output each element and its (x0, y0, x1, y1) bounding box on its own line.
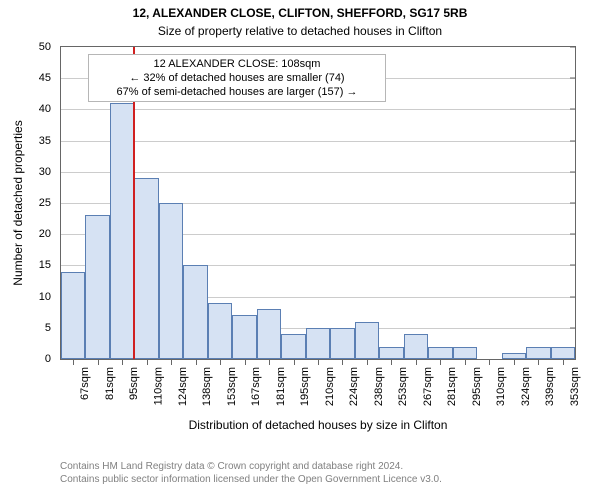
ytick-label: 40 (39, 103, 61, 115)
xtick-mark (514, 359, 515, 365)
chart-container: 12, ALEXANDER CLOSE, CLIFTON, SHEFFORD, … (0, 0, 600, 500)
histogram-bar (183, 265, 207, 359)
histogram-bar (281, 334, 305, 359)
xtick-mark (98, 359, 99, 365)
xtick-mark (245, 359, 246, 365)
gridline (61, 109, 575, 110)
xtick-mark (294, 359, 295, 365)
xtick-mark (391, 359, 392, 365)
ytick-label: 45 (39, 72, 61, 84)
xtick-label: 124sqm (177, 367, 189, 406)
xtick-mark (416, 359, 417, 365)
xtick-mark (489, 359, 490, 365)
xtick-label: 138sqm (202, 367, 214, 406)
xtick-mark (342, 359, 343, 365)
xtick-mark (171, 359, 172, 365)
xtick-mark (538, 359, 539, 365)
gridline (61, 141, 575, 142)
footer-line-1: Contains HM Land Registry data © Crown c… (60, 460, 442, 473)
xtick-label: 353sqm (569, 367, 581, 406)
xtick-label: 153sqm (226, 367, 238, 406)
xtick-label: 195sqm (300, 367, 312, 406)
histogram-bar (134, 178, 158, 359)
xtick-label: 253sqm (397, 367, 409, 406)
xtick-label: 238sqm (373, 367, 385, 406)
histogram-bar (208, 303, 232, 359)
xtick-mark (147, 359, 148, 365)
histogram-bar (110, 103, 134, 359)
xtick-mark (220, 359, 221, 365)
annotation-line-3: 67% of semi-detached houses are larger (… (95, 86, 379, 100)
xtick-label: 310sqm (495, 367, 507, 406)
histogram-bar (159, 203, 183, 359)
ytick-mark (570, 78, 576, 79)
xtick-label: 224sqm (348, 367, 360, 406)
xtick-mark (440, 359, 441, 365)
ytick-mark (570, 327, 576, 328)
xtick-mark (367, 359, 368, 365)
histogram-bar (306, 328, 330, 359)
ytick-mark (570, 171, 576, 172)
annotation-box: 12 ALEXANDER CLOSE: 108sqm ← 32% of deta… (88, 54, 386, 102)
ytick-label: 50 (39, 41, 61, 53)
xtick-label: 181sqm (275, 367, 287, 406)
x-axis-label: Distribution of detached houses by size … (189, 418, 448, 432)
histogram-bar (551, 347, 575, 359)
histogram-bar (232, 315, 256, 359)
ytick-label: 35 (39, 135, 61, 147)
chart-title-line2: Size of property relative to detached ho… (0, 24, 600, 38)
xtick-mark (269, 359, 270, 365)
histogram-bar (453, 347, 477, 359)
histogram-bar (404, 334, 428, 359)
ytick-mark (570, 140, 576, 141)
xtick-mark (122, 359, 123, 365)
xtick-label: 295sqm (471, 367, 483, 406)
xtick-mark (318, 359, 319, 365)
ytick-mark (570, 296, 576, 297)
xtick-label: 281sqm (446, 367, 458, 406)
xtick-mark (465, 359, 466, 365)
histogram-bar (428, 347, 452, 359)
annotation-line-1: 12 ALEXANDER CLOSE: 108sqm (95, 58, 379, 72)
xtick-label: 267sqm (422, 367, 434, 406)
histogram-bar (379, 347, 403, 359)
ytick-mark (570, 47, 576, 48)
ytick-label: 20 (39, 228, 61, 240)
ytick-mark (570, 109, 576, 110)
chart-title-line1: 12, ALEXANDER CLOSE, CLIFTON, SHEFFORD, … (0, 6, 600, 20)
ytick-mark (570, 234, 576, 235)
histogram-bar (257, 309, 281, 359)
ytick-label: 5 (45, 322, 61, 334)
ytick-label: 10 (39, 291, 61, 303)
ytick-label: 30 (39, 166, 61, 178)
footer-line-2: Contains public sector information licen… (60, 473, 442, 486)
histogram-bar (526, 347, 550, 359)
xtick-label: 67sqm (79, 367, 91, 400)
gridline (61, 172, 575, 173)
annotation-line-2: ← 32% of detached houses are smaller (74… (95, 72, 379, 86)
xtick-mark (196, 359, 197, 365)
xtick-label: 81sqm (104, 367, 116, 400)
xtick-label: 339sqm (544, 367, 556, 406)
ytick-mark (570, 203, 576, 204)
xtick-mark (73, 359, 74, 365)
histogram-bar (61, 272, 85, 359)
footer-attribution: Contains HM Land Registry data © Crown c… (60, 460, 442, 486)
histogram-bar (355, 322, 379, 359)
xtick-label: 167sqm (251, 367, 263, 406)
xtick-label: 210sqm (324, 367, 336, 406)
xtick-label: 110sqm (153, 367, 165, 405)
ytick-label: 25 (39, 197, 61, 209)
ytick-label: 15 (39, 259, 61, 271)
xtick-mark (563, 359, 564, 365)
histogram-bar (85, 215, 109, 359)
ytick-label: 0 (45, 353, 61, 365)
xtick-label: 324sqm (520, 367, 532, 406)
ytick-mark (570, 265, 576, 266)
xtick-label: 95sqm (128, 367, 140, 400)
histogram-bar (330, 328, 354, 359)
y-axis-label: Number of detached properties (11, 120, 25, 285)
